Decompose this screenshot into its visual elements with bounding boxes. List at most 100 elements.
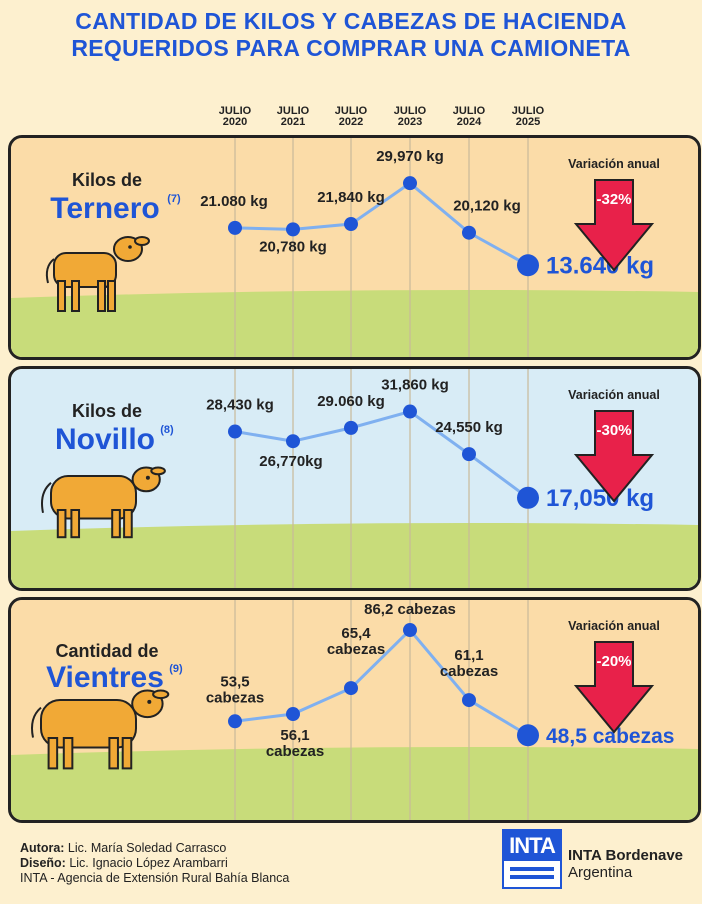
data-point [403,176,417,191]
footnote: (8) [160,424,174,436]
series-line [234,409,529,500]
variation-value: -32% [596,191,631,208]
data-point [517,724,539,747]
data-point [517,486,539,509]
year-label: JULIO 2023 [385,106,435,128]
data-point [286,222,300,237]
series-line [234,627,529,737]
calf-icon [45,236,150,312]
data-label: 20,120 kg [453,198,521,215]
data-point [228,714,242,729]
tick-label: JULIO [276,105,310,117]
data-label: 21,840 kg [317,189,385,206]
data-label: 56,1 [280,727,309,744]
data-label: cabezas [206,689,264,706]
data-label: 21.080 kg [200,193,268,210]
data-point [403,404,417,419]
series-label-line1: Kilos de [72,170,142,190]
data-label: cabezas [327,641,385,658]
author-label: Autora: [20,841,65,855]
data-label: 86,2 cabezas [364,601,456,618]
variation-value: -20% [596,653,631,670]
tick-label: JULIO [393,105,427,117]
year-label: JULIO 2024 [444,106,494,128]
arrow-down-icon [573,641,655,734]
grass [11,747,698,820]
highlight-value-label: 17,050 kg [546,485,654,512]
tick-label: JULIO [218,105,252,117]
series-label-line1: Kilos de [72,401,142,421]
panel-vientres: 53,5 cabezas 56,1 cabezas 65,4 cabezas 86,2 ca… [8,597,701,823]
series-label-line2: Novillo [55,423,155,456]
panel-novillo: 28,430 kg 26,770kg 29.060 kg 31,860 kg 24,55… [8,366,701,591]
tick-label: JULIO [511,105,545,117]
tick-label: 2022 [338,116,364,128]
data-point [286,434,300,449]
highlight-value-label: 48,5 cabezas [546,725,674,748]
highlight-value-label: 13.640 kg [546,252,654,279]
series-label-line1: Cantidad de [55,641,158,661]
data-label: cabezas [440,663,498,680]
data-label: 65,4 [341,625,371,642]
tick-label: 2023 [397,116,423,128]
year-label: JULIO 2020 [210,106,260,128]
inta-logo-text: INTA [504,831,560,861]
tick-label: 2024 [456,116,482,128]
page-title-line2: REQUERIDOS PARA COMPRAR UNA CAMIONETA [71,35,631,61]
org-country: Argentina [568,864,633,881]
chart-svg: 21.080 kg 20,780 kg 21,840 kg 29,970 kg 20,1… [11,138,698,357]
inta-logo: INTA [502,829,562,889]
agency-name: INTA - Agencia de Extensión Rural Bahía … [20,871,290,885]
tick-label: JULIO [452,105,486,117]
data-point [462,447,476,462]
data-label: 20,780 kg [259,238,327,255]
data-point [462,225,476,240]
data-point [403,623,417,638]
steer-icon [41,466,166,539]
series-line [234,181,529,267]
author-name: Lic. María Soledad Carrasco [64,841,227,855]
grass [11,523,698,588]
credits: Autora: Lic. María Soledad Carrasco Dise… [20,841,289,886]
organization: INTA Bordenave Argentina [568,847,683,881]
year-label: JULIO 2021 [268,106,318,128]
series-label-line2: Ternero [50,192,159,225]
variation-label: Variación anual [568,388,660,402]
variation-label: Variación anual [568,157,660,171]
page-title-line1: CANTIDAD DE KILOS Y CABEZAS DE HACIENDA [75,8,627,34]
design-label: Diseño: [20,856,66,870]
tick-label: JULIO [334,105,368,117]
data-label: 24,550 kg [435,419,503,436]
data-label: 29,970 kg [376,148,444,165]
series-label-line2: Vientres [46,661,164,694]
tick-label: 2021 [280,116,306,128]
data-point [228,424,242,439]
data-point [462,693,476,708]
data-point [286,707,300,722]
footnote: (9) [169,663,183,675]
data-point [517,254,539,277]
org-name: INTA Bordenave [568,847,684,864]
year-label: JULIO 2022 [326,106,376,128]
arrow-down-icon [573,179,655,272]
grass [11,290,698,357]
data-label: cabezas [266,743,324,760]
designer-name: Lic. Ignacio López Arambarri [65,856,228,870]
data-label: 31,860 kg [381,377,449,394]
cow-icon [31,689,170,770]
data-label: 29.060 kg [317,393,385,410]
data-label: 26,770kg [259,453,322,470]
footnote: (7) [167,193,181,205]
variation-label: Variación anual [568,619,660,633]
data-label: 53,5 [220,673,249,690]
arrow-down-icon [573,410,655,503]
panel-ternero: 21.080 kg 20,780 kg 21,840 kg 29,970 kg 20,1… [8,135,701,360]
data-point [228,220,242,235]
data-point [344,681,358,696]
data-point [344,420,358,435]
year-label: JULIO 2025 [503,106,553,128]
tick-label: 2025 [515,116,541,128]
tick-label: 2020 [222,116,248,128]
